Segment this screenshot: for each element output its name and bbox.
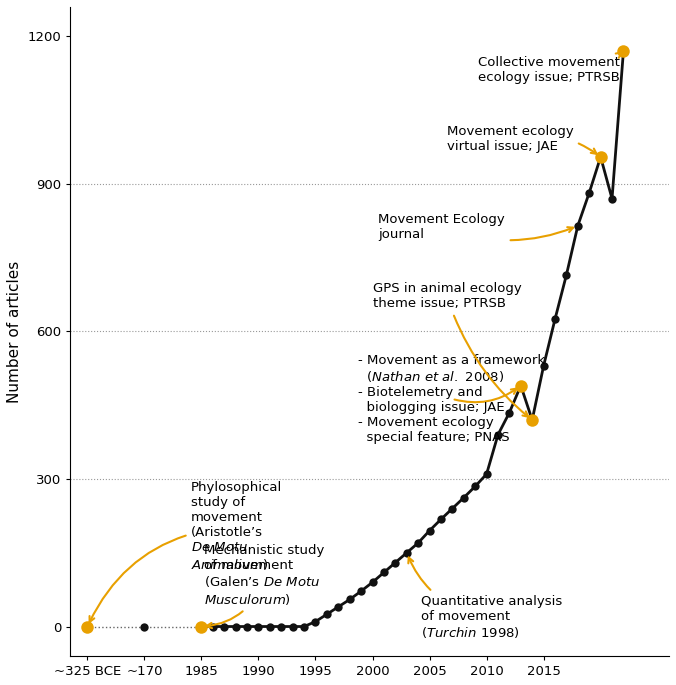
Text: Phylosophical
study of
movement
(Aristotle’s
$\mathit{De\ Motu}$
$\mathit{Animal: Phylosophical study of movement (Aristot… [89, 482, 283, 622]
Text: Mechanistic study
of movement
(Galen’s $\mathit{De\ Motu}$
$\mathit{Musculorum)}: Mechanistic study of movement (Galen’s $… [204, 544, 324, 628]
Text: Collective movement
ecology issue; PTRSB: Collective movement ecology issue; PTRSB [478, 51, 623, 84]
Text: Movement ecology
virtual issue; JAE: Movement ecology virtual issue; JAE [447, 125, 596, 154]
Text: Quantitative analysis
of movement
($\mathit{Turchin\ 1998}$): Quantitative analysis of movement ($\mat… [408, 558, 562, 640]
Text: GPS in animal ecology
theme issue; PTRSB: GPS in animal ecology theme issue; PTRSB [372, 282, 528, 416]
Y-axis label: Number of articles: Number of articles [7, 260, 22, 403]
Text: Movement Ecology
journal: Movement Ecology journal [378, 214, 573, 242]
Text: - Movement as a framework
  ($\mathit{Nathan\ et\ al.\ 2008}$)
- Biotelemetry an: - Movement as a framework ($\mathit{Nath… [358, 353, 546, 444]
